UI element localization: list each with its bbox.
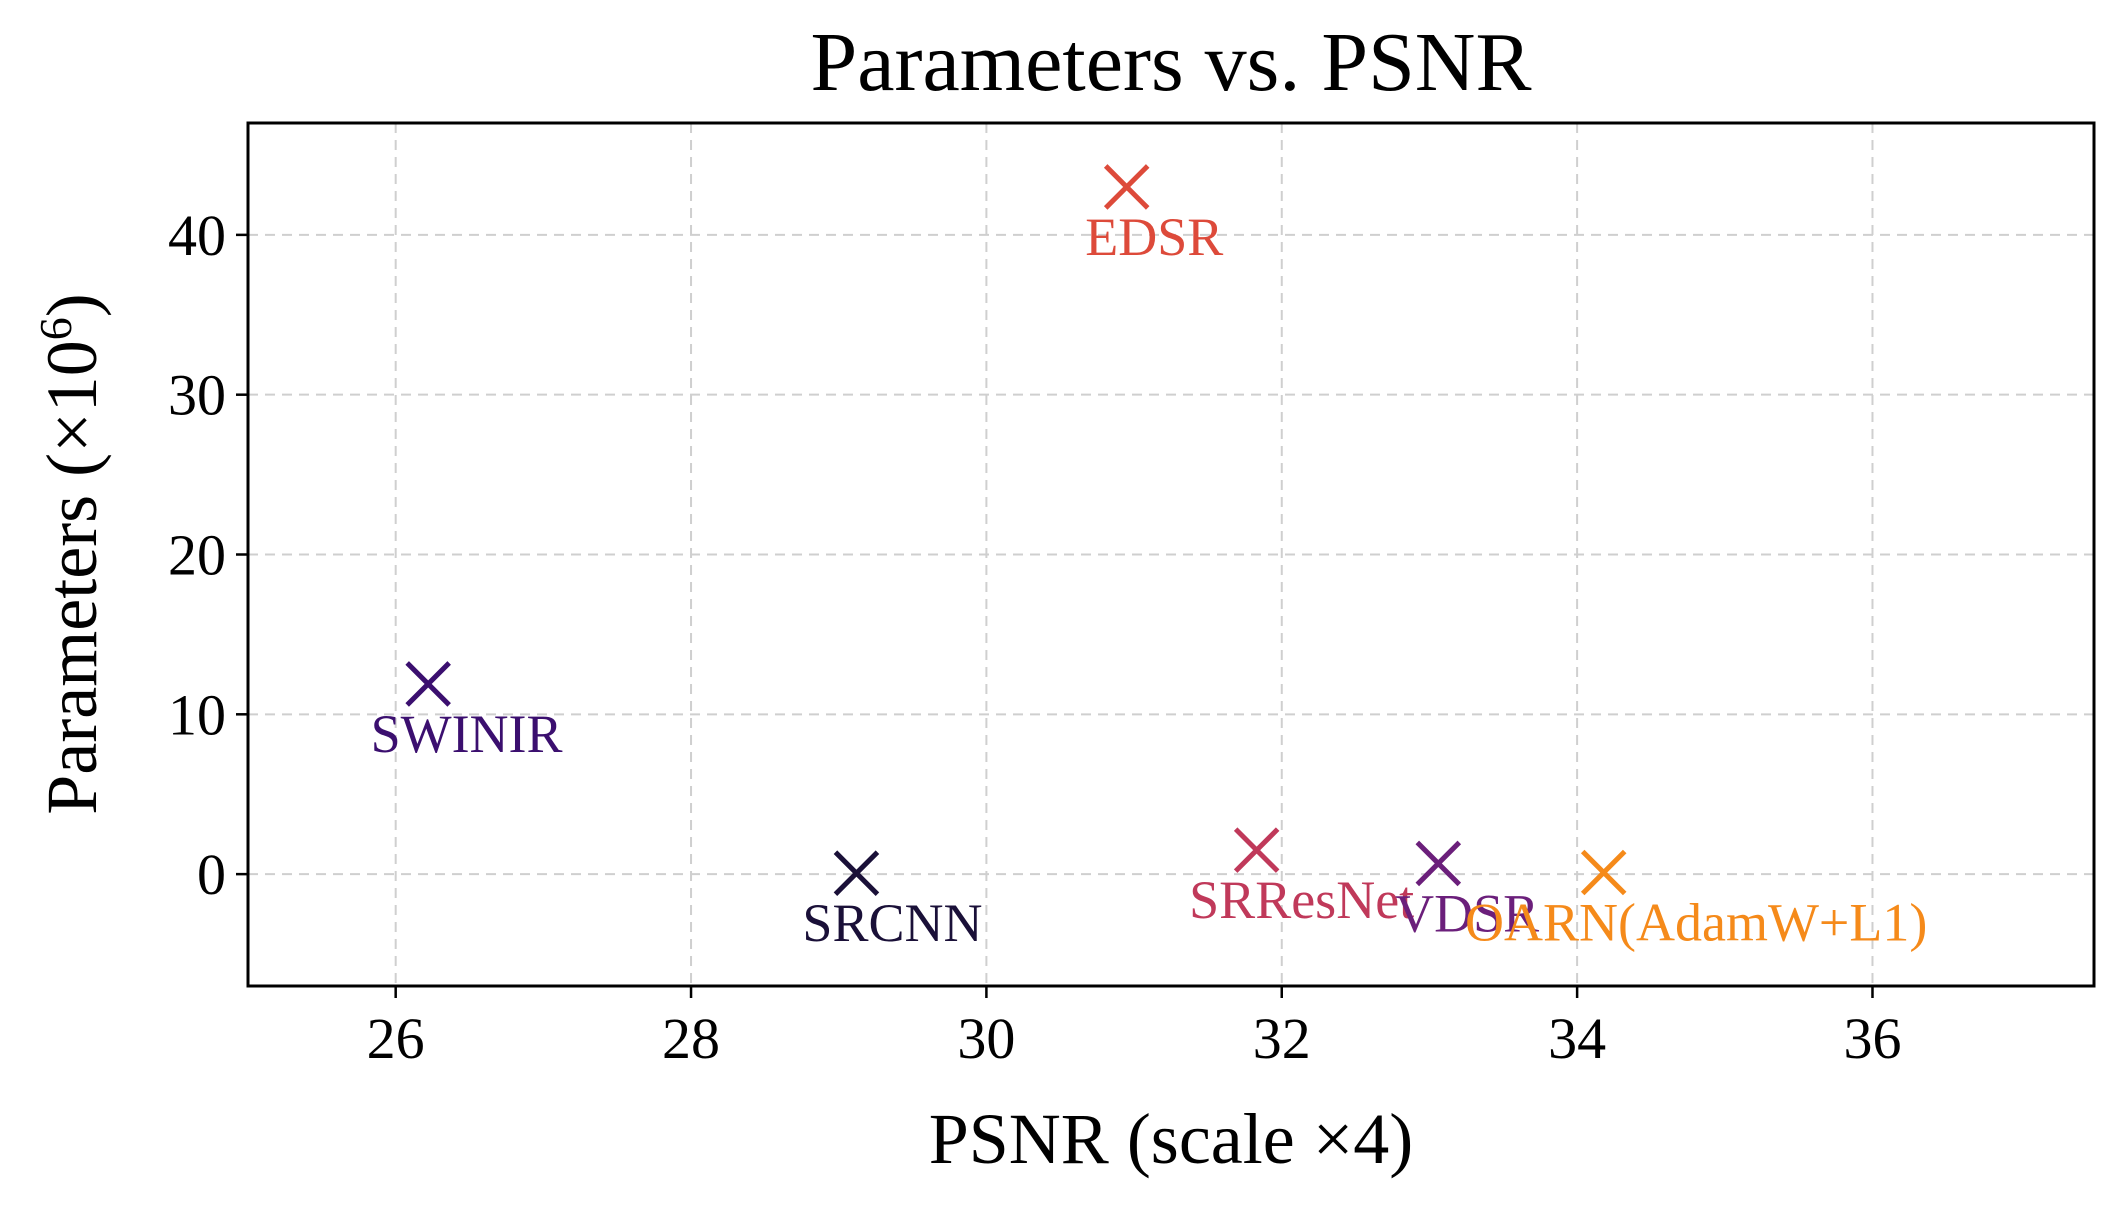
x-tick-label: 34 — [1548, 1006, 1606, 1071]
point-label-edsr: EDSR — [1085, 207, 1223, 267]
y-axis-label: Parameters (×106) — [30, 293, 113, 814]
x-axis-label: PSNR (scale ×4) — [929, 1099, 1414, 1179]
x-marker-srresnet — [1233, 827, 1280, 873]
point-oarn-adamw-l1: OARN(AdamW+L1) — [1465, 849, 1927, 953]
x-tick-label: 26 — [367, 1006, 425, 1071]
axis-ticks: 26 28 30 32 34 36 0 10 20 30 40 — [168, 203, 1901, 1071]
point-vdsr: VDSR — [1395, 840, 1539, 943]
x-tick-label: 36 — [1843, 1006, 1901, 1071]
point-label-srresnet: SRResNet — [1189, 870, 1414, 930]
x-marker-edsr — [1103, 164, 1150, 210]
x-marker-swinir — [405, 661, 451, 707]
x-tick-label: 28 — [662, 1006, 720, 1071]
x-tick-label: 30 — [957, 1006, 1015, 1071]
y-tick-label: 40 — [168, 203, 226, 268]
x-marker-vdsr — [1415, 840, 1462, 887]
y-tick-label: 0 — [197, 842, 226, 907]
chart-title: Parameters vs. PSNR — [811, 16, 1532, 109]
y-axis-label-exponent: 6 — [30, 317, 81, 340]
point-label-srcnn: SRCNN — [802, 893, 982, 953]
point-label-oarn-adamw-l1: OARN(AdamW+L1) — [1465, 893, 1927, 953]
x-marker-srcnn — [833, 850, 880, 896]
point-label-vdsr: VDSR — [1395, 883, 1539, 943]
point-srcnn: SRCNN — [802, 850, 982, 953]
grid — [248, 123, 2094, 986]
point-label-swinir: SWINIR — [371, 704, 563, 764]
x-marker-oarn-adamw-l1 — [1580, 849, 1627, 896]
x-tick-label: 32 — [1253, 1006, 1311, 1071]
point-srresnet: SRResNet — [1189, 827, 1414, 930]
data-points: EDSR SWINIR SRCNN SRResNetVDSROARN(AdamW+L1… — [371, 164, 1927, 953]
point-edsr: EDSR — [1085, 164, 1223, 267]
y-tick-label: 10 — [168, 682, 226, 747]
y-tick-label: 20 — [168, 523, 226, 588]
y-tick-label: 30 — [168, 363, 226, 428]
point-swinir: SWINIR — [371, 661, 563, 764]
